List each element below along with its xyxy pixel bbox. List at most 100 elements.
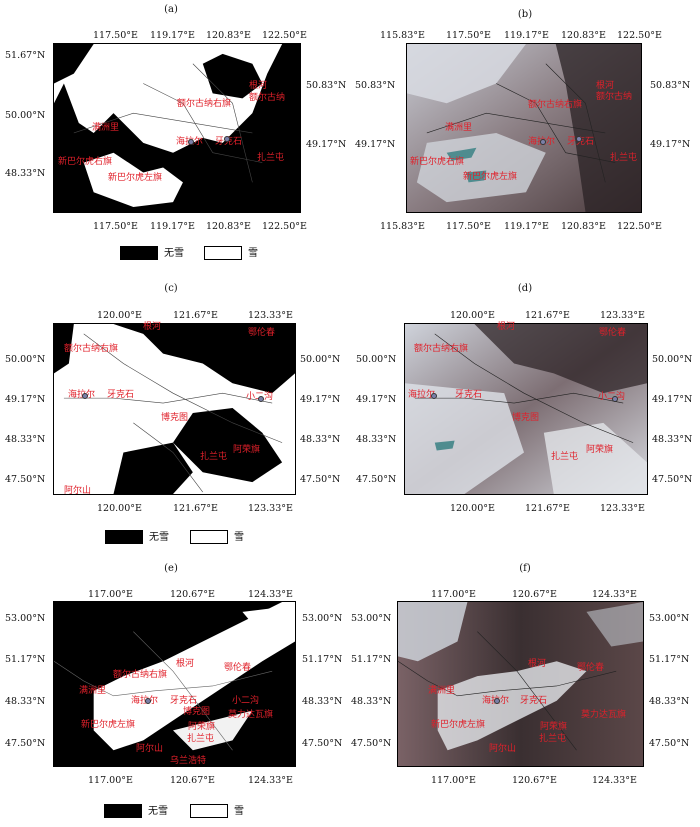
city-marker (540, 139, 546, 145)
place-label: 满洲里 (79, 686, 107, 696)
lon-tick: 117.00°E (88, 775, 133, 786)
place-label: 扎兰屯 (539, 734, 567, 744)
lat-tick: 51.17°N (649, 654, 690, 665)
lat-tick: 49.17°N (306, 139, 347, 150)
lon-tick: 123.33°E (248, 503, 293, 514)
place-label: 新巴尔虎左旗 (81, 720, 136, 730)
lon-tick: 117.50°E (93, 221, 138, 232)
place-label: 根河 (249, 81, 268, 91)
place-label: 阿尔山 (489, 744, 517, 754)
lon-tick: 124.33°E (248, 589, 293, 600)
place-label: 牙克石 (520, 696, 548, 706)
lon-tick: 121.67°E (173, 310, 218, 321)
lat-tick: 51.17°N (5, 654, 46, 665)
place-label: 乌兰浩特 (170, 756, 207, 766)
lat-tick: 50.00°N (300, 354, 341, 365)
place-label: 新巴尔虎左旗 (463, 172, 518, 182)
lon-tick: 122.50°E (617, 30, 662, 41)
lat-tick: 51.17°N (302, 654, 343, 665)
place-label: 鄂伦春 (248, 328, 276, 338)
place-label: 海拉尔 (408, 390, 436, 400)
lat-tick: 47.50°N (5, 738, 46, 749)
lon-tick: 122.50°E (262, 30, 307, 41)
place-label: 扎兰屯 (610, 153, 638, 163)
place-label: 满洲里 (445, 123, 473, 133)
city-marker (224, 136, 230, 142)
snow-label: 雪 (234, 532, 244, 543)
place-label: 博克图 (512, 413, 540, 423)
place-label: 扎兰屯 (257, 153, 285, 163)
lat-tick: 47.50°N (652, 474, 693, 485)
no-snow-swatch (120, 246, 158, 260)
place-label: 阿尔山 (136, 744, 164, 754)
panel-f-label: (f) (519, 563, 531, 574)
place-label: 根河 (497, 322, 516, 332)
panel-a-map (53, 43, 301, 213)
lat-tick: 47.50°N (351, 738, 392, 749)
no-snow-label: 无雪 (149, 532, 169, 543)
snow-label: 雪 (234, 806, 244, 817)
place-label: 额尔古纳右旗 (414, 344, 469, 354)
panel-f-map (397, 601, 644, 767)
lon-tick: 119.17°E (504, 30, 549, 41)
panel-d-label: (d) (517, 283, 533, 294)
place-label: 扎兰屯 (200, 452, 228, 462)
legend-snow: 雪 (190, 528, 244, 544)
place-label: 满洲里 (92, 123, 120, 133)
city-marker (258, 396, 264, 402)
legend-no-snow: 无雪 (104, 802, 168, 818)
lon-tick: 120.83°E (206, 30, 251, 41)
place-label: 牙克石 (107, 390, 135, 400)
lat-tick: 47.50°N (649, 738, 690, 749)
place-label: 阿荣旗 (540, 722, 568, 732)
city-marker (145, 698, 151, 704)
no-snow-swatch (105, 530, 143, 544)
lon-tick: 120.83°E (206, 221, 251, 232)
lon-tick: 120.67°E (170, 775, 215, 786)
lon-tick: 119.17°E (150, 30, 195, 41)
place-label: 根河 (528, 659, 547, 669)
lon-tick: 120.00°E (450, 503, 495, 514)
lon-tick: 121.67°E (525, 310, 570, 321)
place-label: 博克图 (161, 413, 189, 423)
place-label: 额尔古纳 (596, 92, 633, 102)
place-label: 阿尔山 (64, 486, 92, 496)
place-label: 莫力达瓦旗 (581, 710, 627, 720)
lat-tick: 50.00°N (5, 354, 46, 365)
lat-tick: 50.00°N (5, 110, 46, 121)
lon-tick: 117.50°E (93, 30, 138, 41)
lat-tick: 49.17°N (650, 139, 691, 150)
lon-tick: 115.83°E (380, 221, 425, 232)
lon-tick: 120.67°E (170, 589, 215, 600)
lat-tick: 50.83°N (650, 80, 691, 91)
lat-tick: 47.50°N (302, 738, 343, 749)
place-label: 根河 (176, 659, 195, 669)
place-label: 额尔古纳右旗 (64, 344, 119, 354)
lon-tick: 123.33°E (248, 310, 293, 321)
lat-tick: 50.00°N (652, 354, 693, 365)
lon-tick: 120.67°E (512, 589, 557, 600)
place-label: 额尔古纳右旗 (113, 670, 168, 680)
lon-tick: 120.00°E (97, 503, 142, 514)
lat-tick: 51.67°N (5, 50, 46, 61)
place-label: 新巴尔虎右旗 (410, 157, 465, 167)
lon-tick: 124.33°E (248, 775, 293, 786)
lon-tick: 121.67°E (173, 503, 218, 514)
panel-d-map (404, 323, 648, 495)
lon-tick: 117.50°E (446, 221, 491, 232)
panel-e-label: (e) (164, 563, 178, 574)
lat-tick: 48.33°N (5, 168, 46, 179)
lat-tick: 50.83°N (306, 80, 347, 91)
place-label: 阿荣旗 (233, 445, 261, 455)
lon-tick: 124.33°E (592, 589, 637, 600)
legend-no-snow: 无雪 (105, 528, 169, 544)
lat-tick: 47.50°N (5, 474, 46, 485)
lon-tick: 119.17°E (150, 221, 195, 232)
lat-tick: 53.00°N (649, 613, 690, 624)
lat-tick: 48.33°N (356, 434, 397, 445)
place-label: 鄂伦春 (599, 328, 627, 338)
no-snow-label: 无雪 (164, 248, 184, 259)
lon-tick: 122.50°E (617, 221, 662, 232)
lat-tick: 48.33°N (652, 434, 693, 445)
snow-swatch (190, 804, 228, 818)
